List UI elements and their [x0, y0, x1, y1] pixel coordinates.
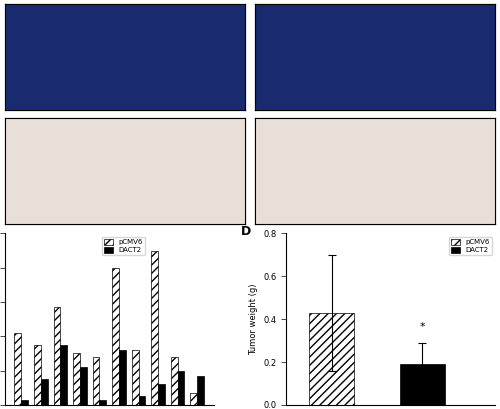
- Y-axis label: Tumor weight (g): Tumor weight (g): [249, 283, 258, 355]
- Bar: [112, 268, 119, 405]
- Bar: [138, 396, 145, 405]
- Legend: pCMV6, DACT2: pCMV6, DACT2: [449, 237, 492, 255]
- Text: *: *: [420, 322, 426, 332]
- Bar: [80, 367, 87, 405]
- Bar: [197, 376, 204, 405]
- Bar: [119, 350, 126, 405]
- Bar: [73, 353, 80, 405]
- Bar: [400, 364, 445, 405]
- Bar: [100, 400, 106, 405]
- Legend: pCMV6, DACT2: pCMV6, DACT2: [102, 237, 144, 255]
- Bar: [309, 313, 354, 405]
- Bar: [54, 307, 60, 405]
- Bar: [152, 251, 158, 405]
- Bar: [171, 357, 177, 405]
- Bar: [34, 345, 41, 405]
- Bar: [14, 333, 21, 405]
- Bar: [178, 371, 184, 405]
- Bar: [132, 350, 138, 405]
- Bar: [190, 393, 197, 405]
- Bar: [60, 345, 67, 405]
- Text: D: D: [240, 225, 251, 238]
- Bar: [158, 384, 165, 405]
- Bar: [41, 379, 48, 405]
- Bar: [92, 357, 100, 405]
- Bar: [22, 400, 28, 405]
